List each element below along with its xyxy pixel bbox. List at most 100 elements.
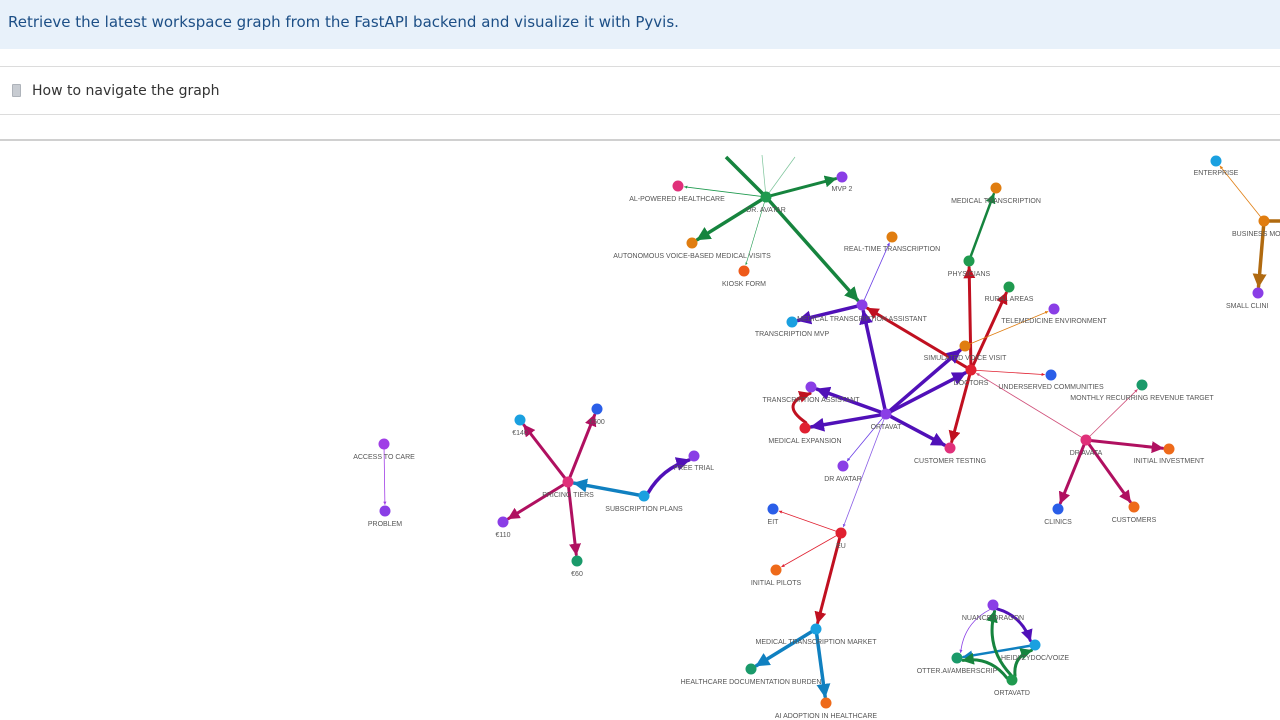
- node-dot[interactable]: [571, 555, 583, 567]
- node-dot[interactable]: [1163, 443, 1175, 455]
- edge-ortavatd-center-to-medical-expansion[interactable]: [809, 413, 883, 432]
- edge-dr-avatar-top-to-kiosk-form[interactable]: [745, 201, 765, 266]
- node-dot[interactable]: [591, 403, 603, 415]
- node-eur-60[interactable]: €60: [571, 555, 583, 579]
- node-pricing-tiers[interactable]: PRICING TIERS: [542, 476, 594, 500]
- node-healthcare-documentation-burden[interactable]: HEALTHCARE DOCUMENTATION BURDEN: [681, 663, 822, 687]
- node-ai-adoption-in-healthcare[interactable]: AI ADOPTION IN HEALTHCARE: [775, 697, 877, 720]
- node-subscription-plans[interactable]: SUBSCRIPTION PLANS: [605, 490, 683, 514]
- edge-ortavatd-bottom-to-nuance-dragon[interactable]: [986, 609, 1013, 677]
- node-heidi-dyvoize[interactable]: HEIDI/ZYDOC/VOIZE: [1001, 639, 1069, 663]
- edge-dr-avatar-right-to-clinics[interactable]: [1058, 443, 1086, 505]
- edge-doctors-to-rural-areas[interactable]: [971, 291, 1008, 367]
- node-medical-transcription-assistant[interactable]: MEDICAL TRANSCRIPTION ASSISTANT: [797, 299, 928, 324]
- edge-ortavatd-center-to-transcription-assistant[interactable]: [815, 386, 883, 414]
- edge-nuance-dragon-to-otter-ai[interactable]: [959, 609, 991, 654]
- node-doctors[interactable]: DOCTORS: [954, 364, 989, 388]
- node-clinics[interactable]: CLINICS: [1044, 503, 1072, 527]
- node-dot[interactable]: [1210, 155, 1222, 167]
- node-medical-transcription-market[interactable]: MEDICAL TRANSCRIPTION MARKET: [756, 623, 878, 647]
- node-dot[interactable]: [820, 697, 832, 709]
- node-dot[interactable]: [686, 237, 698, 249]
- edge-eu-to-eit[interactable]: [778, 510, 837, 532]
- node-kiosk-form[interactable]: KIOSK FORM: [722, 265, 766, 289]
- edge-access-to-care-to-problem[interactable]: [383, 449, 387, 505]
- node-initial-investment[interactable]: INITIAL INVESTMENT: [1134, 443, 1205, 466]
- edge-pricing-tiers-to-eur-500[interactable]: [568, 413, 597, 479]
- edge-medical-expansion-to-transcription-assistant[interactable]: [791, 391, 812, 425]
- node-dot[interactable]: [836, 171, 848, 183]
- navigation-help-expander[interactable]: How to navigate the graph: [0, 67, 1280, 114]
- node-dot[interactable]: [1003, 281, 1015, 293]
- edge-doctors-to-customer-testing[interactable]: [948, 373, 972, 444]
- node-eur-140[interactable]: €140: [512, 414, 528, 438]
- node-dot[interactable]: [1029, 639, 1041, 651]
- node-dot[interactable]: [1048, 303, 1060, 315]
- node-mvp-2[interactable]: MVP 2: [832, 171, 853, 194]
- edge-dr-avatar-right-to-doctors[interactable]: [976, 372, 1082, 438]
- edge-ortavatd-center-to-customer-testing[interactable]: [889, 414, 947, 447]
- node-dot[interactable]: [514, 414, 526, 426]
- edge-ortavatd-center-to-dr-avatar-mid[interactable]: [846, 417, 883, 462]
- edge-doctors-to-physicians[interactable]: [963, 265, 976, 367]
- node-eit[interactable]: EIT: [767, 503, 780, 527]
- node-dot[interactable]: [738, 265, 750, 277]
- node-underserved-communities[interactable]: UNDERSERVED COMMUNITIES: [998, 369, 1104, 392]
- node-transcription-mvp[interactable]: TRANSCRIPTION MVP: [755, 316, 830, 339]
- node-dot[interactable]: [379, 505, 391, 517]
- node-monthly-recurring-revenue-target[interactable]: MONTHLY RECURRING REVENUE TARGET: [1070, 379, 1214, 403]
- node-initial-pilots[interactable]: INITIAL PILOTS: [751, 564, 802, 588]
- node-medical-expansion[interactable]: MEDICAL EXPANSION: [768, 422, 842, 446]
- edge-medical-transcription-assistant-to-real-time-transcription[interactable]: [863, 242, 890, 301]
- edge-doctors-to-underserved-communities[interactable]: [976, 369, 1045, 377]
- node-dot[interactable]: [799, 422, 811, 434]
- node-dot[interactable]: [1006, 674, 1018, 686]
- node-eu[interactable]: EU: [835, 527, 847, 551]
- node-dr-avatar-mid[interactable]: DR AVATAR: [824, 460, 862, 484]
- node-simulated-voice-visit[interactable]: SIMULATED VOICE VISIT: [924, 340, 1007, 363]
- node-business-model[interactable]: BUSINESS MO: [1232, 215, 1280, 239]
- network-graph[interactable]: AL-POWERED HEALTHCARE DR. AVATAR MVP 2 AUTO…: [0, 141, 1280, 720]
- edge-dr-avatar-right-to-monthly-recurring-revenue-target[interactable]: [1089, 389, 1138, 437]
- edge-business-model-to-enterprise[interactable]: [1219, 165, 1261, 218]
- node-dot[interactable]: [987, 599, 999, 611]
- node-access-to-care[interactable]: ACCESS TO CARE: [353, 438, 415, 462]
- edge-dr-avatar-right-to-customers[interactable]: [1087, 442, 1132, 504]
- node-enterprise[interactable]: ENTERPRISE: [1194, 155, 1239, 178]
- edge-dr-avatar-top-to-autonomous-voice[interactable]: [695, 198, 764, 242]
- node-dot[interactable]: [856, 299, 868, 311]
- node-dot[interactable]: [786, 316, 798, 328]
- node-transcription-assistant[interactable]: TRANSCRIPTION ASSISTANT: [762, 381, 860, 405]
- node-dot[interactable]: [810, 623, 822, 635]
- edge-dr-avatar-top-to-al-powered-healthcare[interactable]: [684, 185, 761, 197]
- edge-subscription-plans-to-free-trial[interactable]: [646, 457, 691, 495]
- node-dot[interactable]: [1128, 501, 1140, 513]
- node-dot[interactable]: [745, 663, 757, 675]
- node-dot[interactable]: [497, 516, 509, 528]
- edge-ortavatd-bottom-to-otter-ai[interactable]: [961, 652, 1009, 680]
- edge-nuance-dragon-to-heidi-dyvoize[interactable]: [995, 607, 1033, 643]
- edge-ortavatd-center-to-medical-transcription-assistant[interactable]: [859, 309, 887, 411]
- node-physicians[interactable]: PHYSICIANS: [948, 255, 991, 279]
- node-dot[interactable]: [835, 527, 847, 539]
- node-eur-500[interactable]: €500: [589, 403, 605, 427]
- node-dot[interactable]: [963, 255, 975, 267]
- node-rural-areas[interactable]: RURAL AREAS: [985, 281, 1034, 304]
- node-ortavatd-bottom[interactable]: ORTAVATD: [994, 674, 1030, 698]
- edge-simulated-voice-visit-to-telemedicine-environment[interactable]: [969, 311, 1049, 345]
- node-free-trial[interactable]: FREE TRIAL: [674, 450, 714, 473]
- node-dot[interactable]: [1258, 215, 1270, 227]
- node-telemedicine-environment[interactable]: TELEMEDICINE ENVIRONMENT: [1001, 303, 1107, 326]
- edge-medical-transcription-market-to-ai-adoption-in-healthcare[interactable]: [814, 632, 831, 699]
- node-dot[interactable]: [965, 364, 977, 376]
- node-dot[interactable]: [562, 476, 574, 488]
- node-dr-avatar-right[interactable]: DR AVATA: [1070, 434, 1103, 458]
- edge-medical-transcription-assistant-to-transcription-mvp[interactable]: [796, 304, 859, 325]
- node-al-powered-healthcare[interactable]: AL-POWERED HEALTHCARE: [629, 180, 725, 204]
- node-dot[interactable]: [1052, 503, 1064, 515]
- node-dot[interactable]: [944, 442, 956, 454]
- node-dot[interactable]: [886, 231, 898, 243]
- node-real-time-transcription[interactable]: REAL-TIME TRANSCRIPTION: [844, 231, 940, 254]
- node-dot[interactable]: [688, 450, 700, 462]
- node-customer-testing[interactable]: CUSTOMER TESTING: [914, 442, 986, 466]
